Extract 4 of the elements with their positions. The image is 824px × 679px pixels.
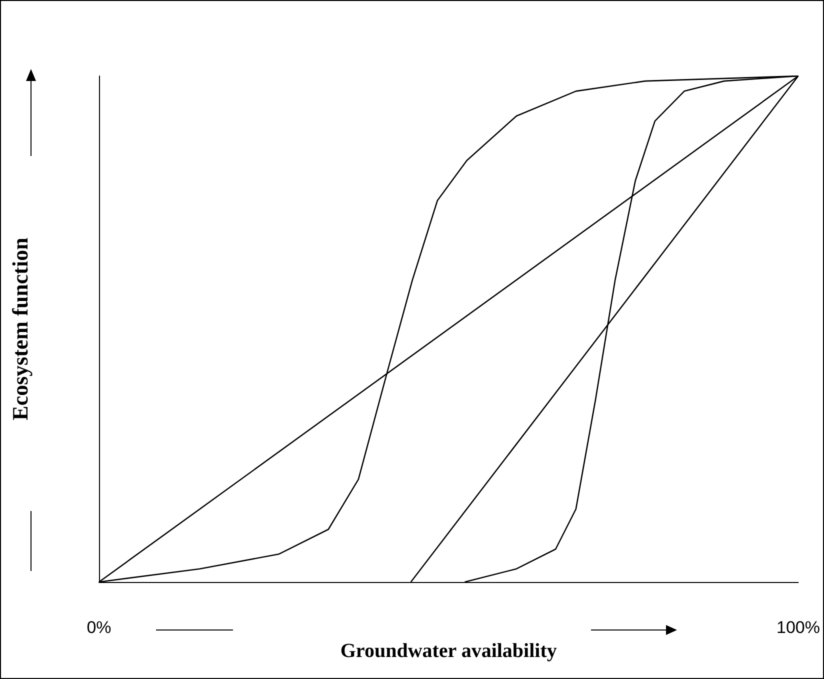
x-axis-title: Groundwater availability (340, 640, 557, 662)
y-axis-title: Ecosystem function (8, 238, 32, 420)
x-tick-label: 0% (86, 618, 112, 637)
x-tick-label: 100% (776, 618, 820, 637)
